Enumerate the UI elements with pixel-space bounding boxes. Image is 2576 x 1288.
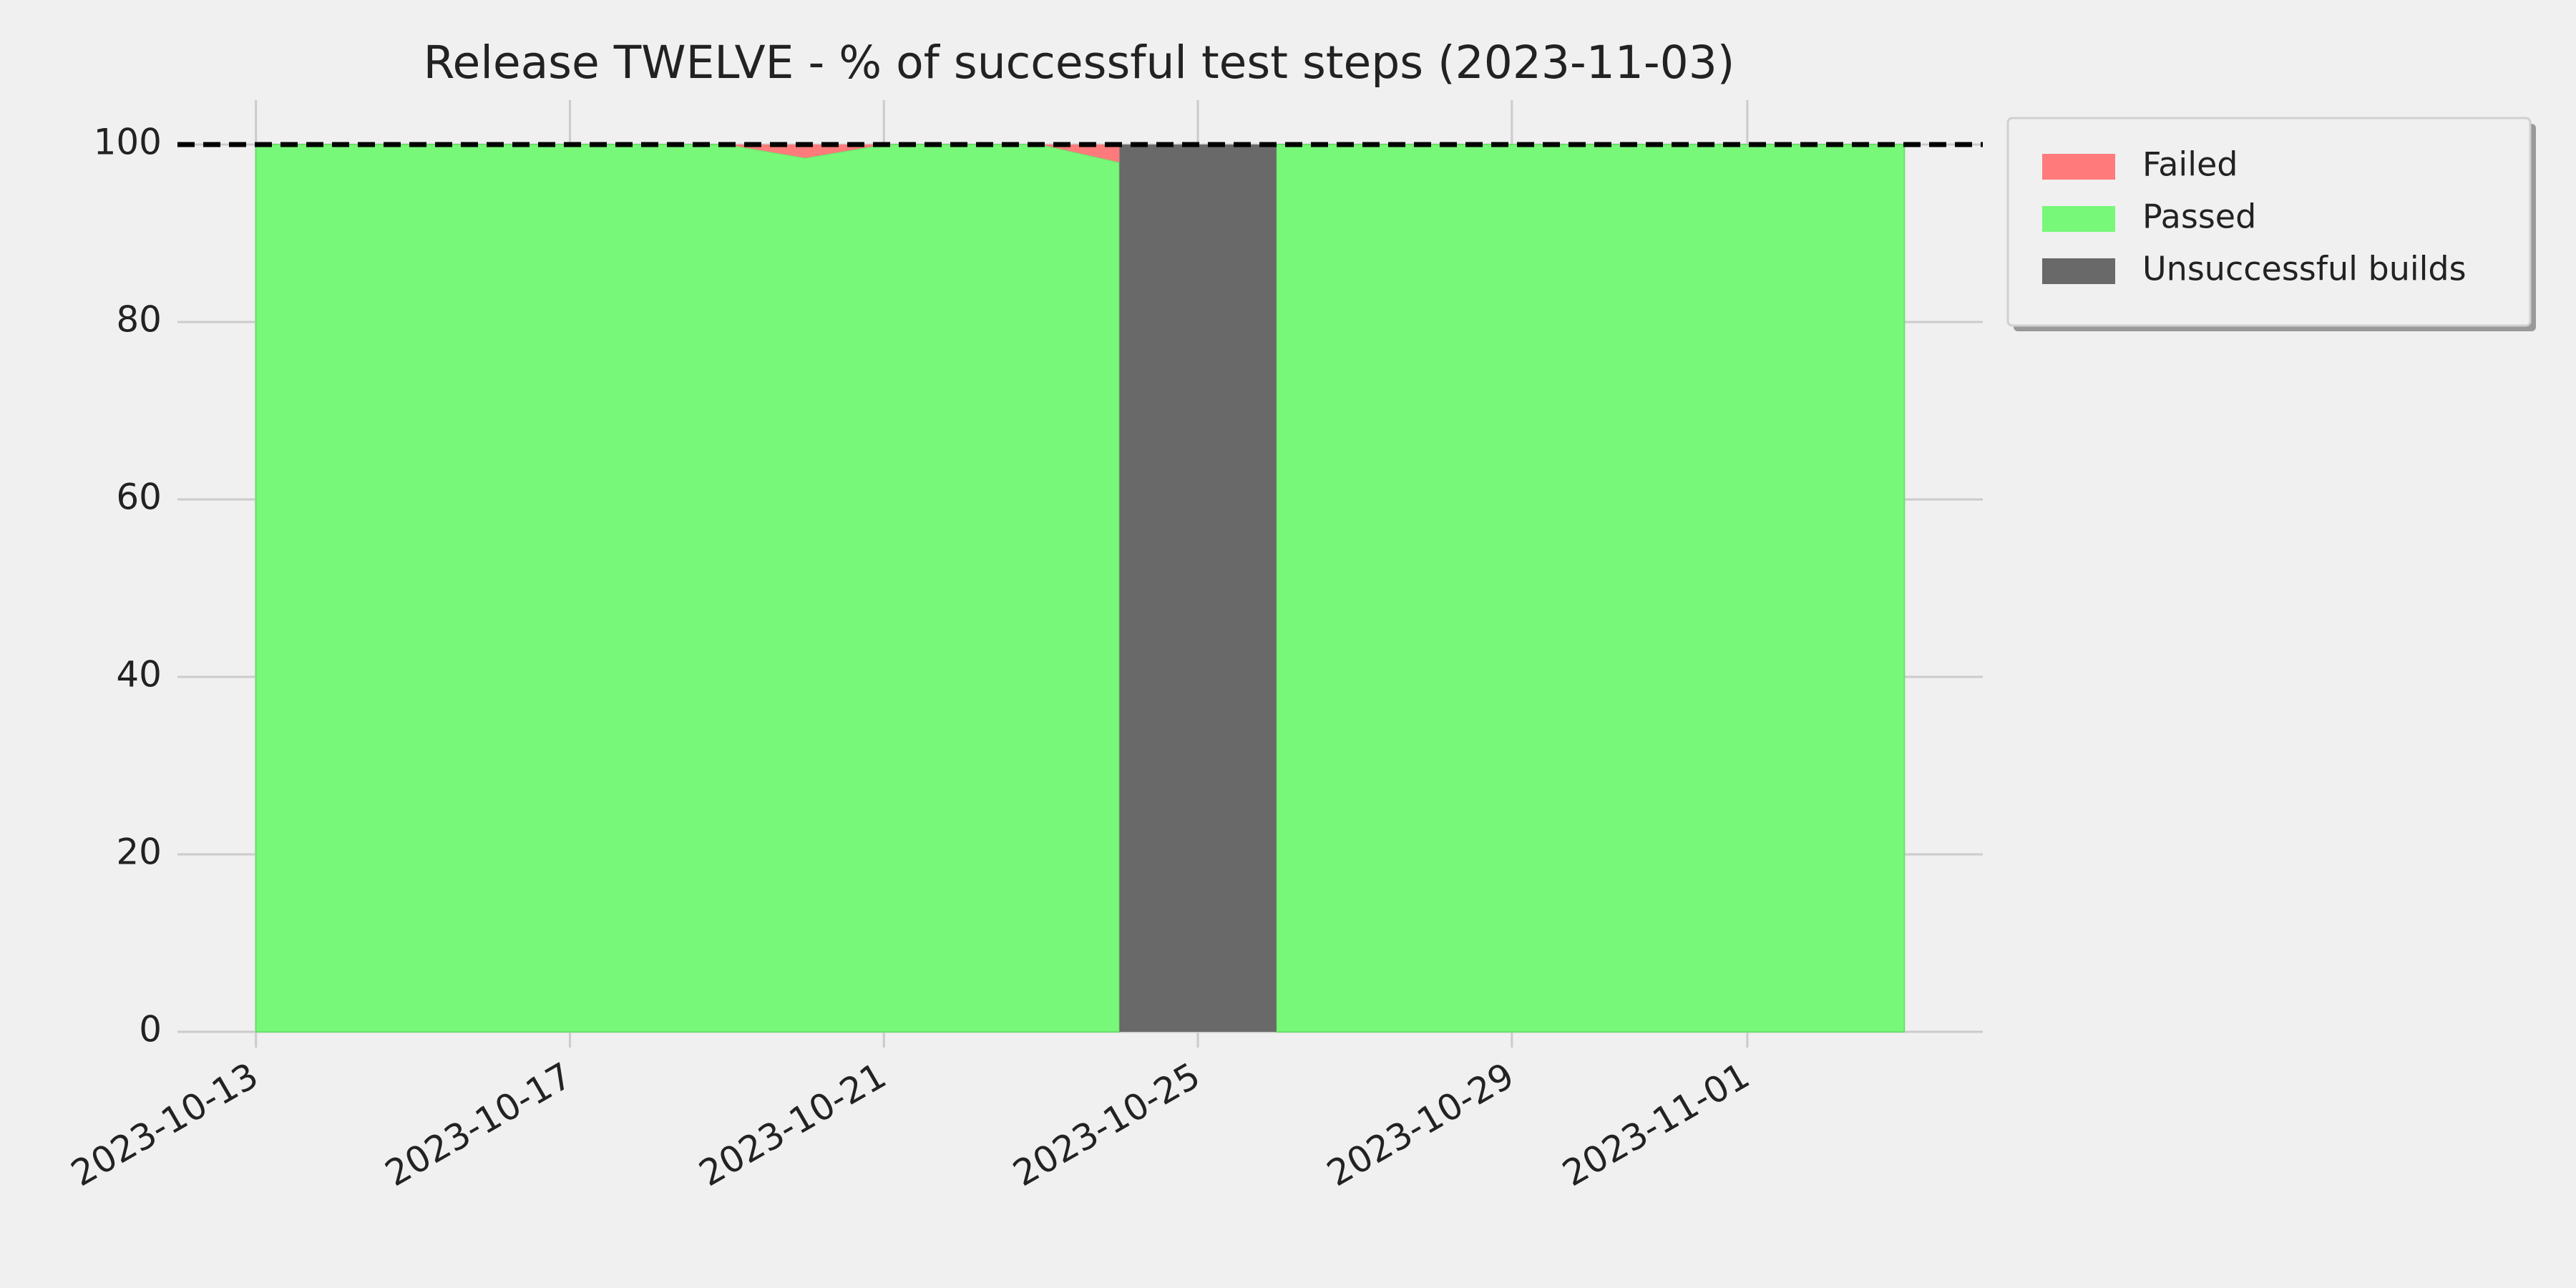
legend-label: Failed [2142, 145, 2238, 184]
areas [255, 144, 1906, 1033]
legend-box [2006, 117, 2532, 327]
passed-area [1275, 144, 1906, 1033]
legend-swatch [2042, 206, 2115, 232]
y-tick-label: 20 [116, 831, 162, 873]
legend-swatch [2042, 154, 2115, 180]
y-tick-label: 80 [116, 299, 162, 341]
y-tick-label: 100 [94, 122, 162, 163]
y-tick-label: 40 [116, 654, 162, 696]
y-tick-label: 0 [139, 1009, 162, 1050]
legend-label: Unsuccessful builds [2142, 250, 2467, 288]
unsuccessful-bar [1119, 145, 1277, 1032]
legend-swatch [2042, 258, 2115, 284]
legend-label: Passed [2142, 197, 2256, 236]
passed-area [255, 144, 1121, 1033]
y-tick-label: 60 [116, 477, 162, 518]
chart-title: Release TWELVE - % of successful test st… [424, 36, 1735, 89]
